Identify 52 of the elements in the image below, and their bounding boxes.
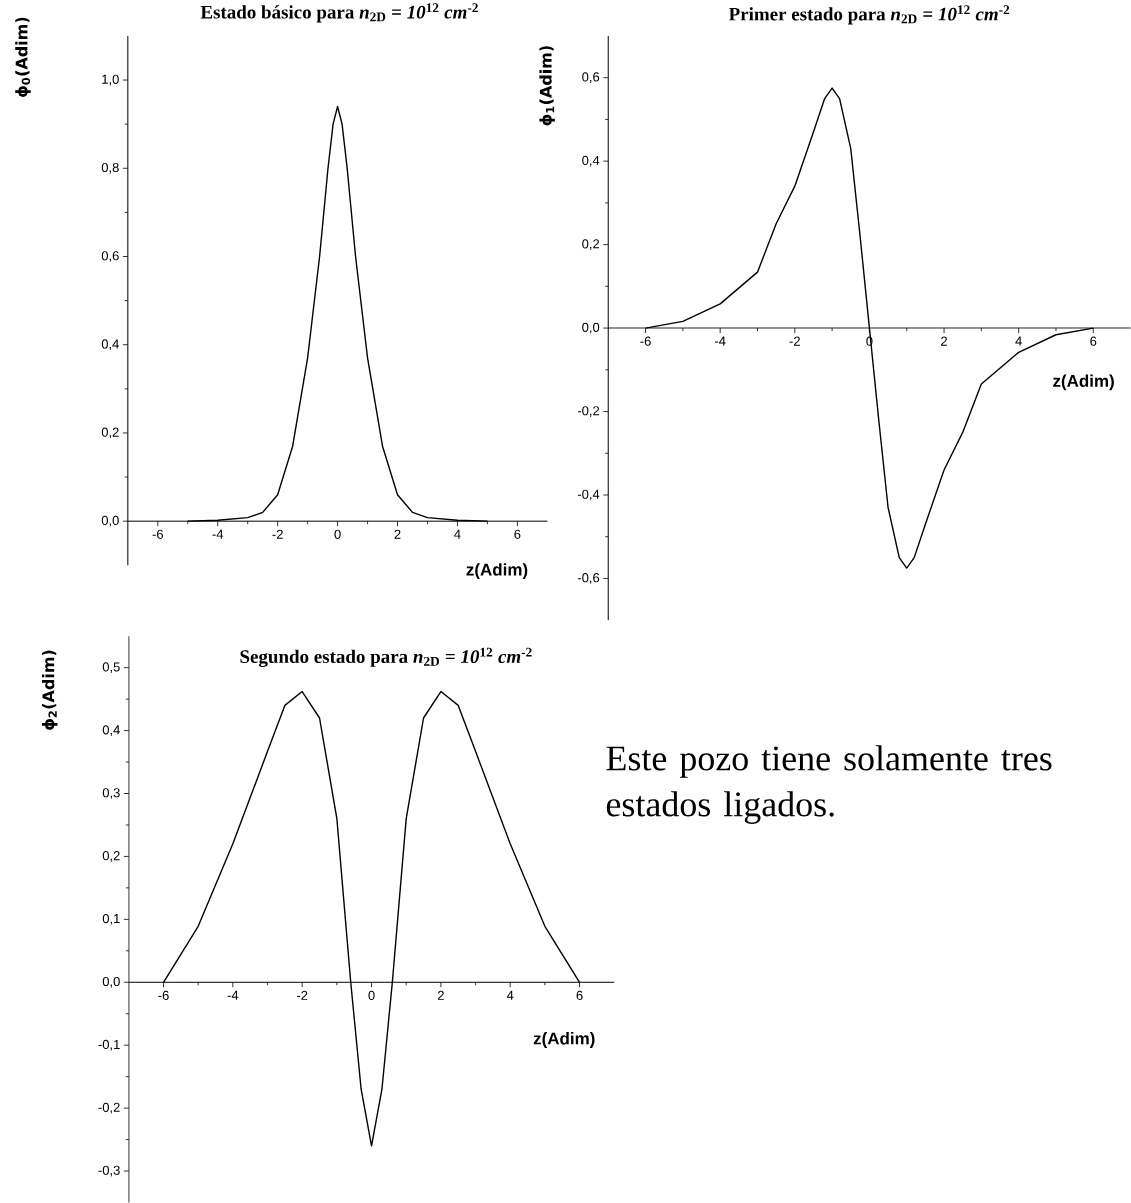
y-tick-label: 0,2	[102, 851, 120, 862]
text: Segundo estado para n$_{2D}$ = 10$^{12}$ cm$^{-2}$	[240, 647, 532, 668]
chart-title: Primer estado para n$_{2D}$ = 10$^{12}$ cm$^{-2}$	[728, 5, 1010, 25]
x-tick-label: 0	[334, 529, 341, 539]
x-axis-title: z(Adim)	[533, 1032, 595, 1048]
y-tick-label: 1,0	[102, 74, 119, 86]
y-tick-label: 0,8	[101, 162, 119, 174]
y-tick-label: -0,1	[98, 1039, 120, 1051]
y-tick-label: -0,2	[98, 1102, 120, 1114]
x-tick-label: -4	[227, 990, 239, 1000]
y-tick-label: -0,2	[577, 406, 600, 417]
x-tick-label: -6	[158, 990, 169, 1000]
y-tick-label: 0,4	[582, 155, 600, 167]
y-tick-label: -0,4	[577, 489, 600, 501]
y-tick-label: 0,4	[102, 725, 120, 736]
x-tick-label: -2	[296, 990, 308, 1000]
y-tick-label: 0,5	[102, 662, 120, 674]
y-tick-label: 0,0	[101, 515, 119, 527]
x-tick-label: 6	[514, 529, 521, 539]
x-tick-label: 2	[437, 990, 444, 1000]
x-tick-label: -6	[640, 336, 651, 346]
x-tick-label: -4	[714, 336, 726, 346]
x-tick-label: 2	[394, 529, 401, 539]
y-tick-label: 0,1	[102, 913, 120, 925]
y-tick-label: 0,3	[102, 788, 120, 799]
y-tick-label: 0,2	[582, 239, 600, 250]
annotation: Este pozo tiene solamente tres estados ligados.	[606, 745, 1052, 824]
y-tick-label: -0,3	[98, 1165, 120, 1177]
y-tick-label: 0,2	[101, 427, 119, 439]
y-axis-title: ϕ$_{0}$(Adim)	[15, 17, 31, 97]
y-tick-label: 0,0	[102, 976, 120, 988]
x-tick-label: 4	[506, 990, 514, 1000]
x-tick-label: 4	[454, 529, 461, 539]
y-axis-title: ϕ$_{1}$(Adim)	[539, 46, 555, 126]
x-tick-label: -6	[152, 529, 163, 539]
y-tick-label: 0,4	[101, 339, 119, 351]
x-tick-label: -2	[789, 336, 800, 346]
y-tick-label: 0,0	[582, 322, 600, 334]
y-tick-label: 0,6	[101, 251, 119, 262]
y-axis-title: ϕ$_{2}$(Adim)	[41, 650, 58, 730]
y-tick-label: -0,6	[577, 573, 600, 584]
x-axis-title: z(Adim)	[1053, 374, 1114, 391]
x-tick-label: -2	[272, 529, 283, 539]
x-tick-label: 6	[576, 990, 583, 1000]
x-tick-label: 4	[1015, 336, 1022, 346]
x-tick-label: 0	[368, 990, 375, 1000]
x-axis-title: z(Adim)	[466, 563, 528, 580]
x-tick-label: 6	[1090, 336, 1097, 346]
x-tick-label: -4	[212, 529, 224, 539]
y-tick-label: 0,6	[582, 72, 600, 84]
chart-title: Estado básico para n$_{2D}$ = 10$^{12}$ cm$^{-2}$	[200, 3, 478, 23]
x-tick-label: 2	[941, 336, 947, 346]
